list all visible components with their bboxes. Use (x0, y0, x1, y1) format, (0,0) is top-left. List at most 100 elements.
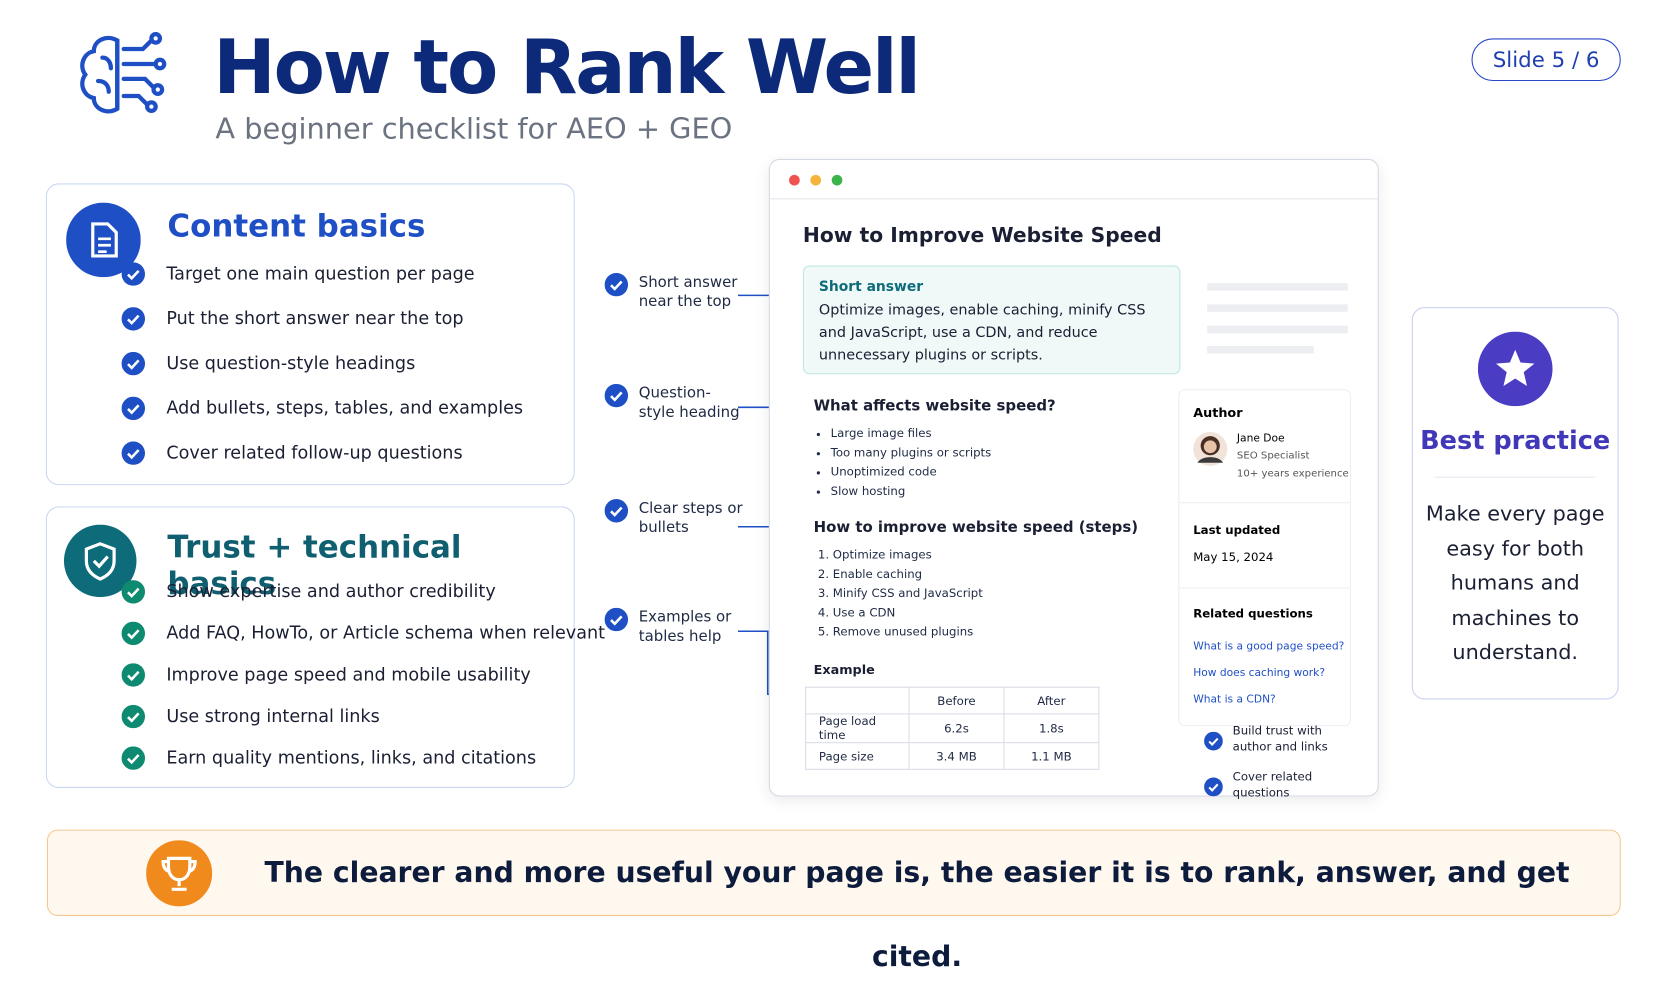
callout-text: Question-style heading (638, 384, 740, 422)
item-text: Improve page speed and mobile usability (166, 664, 531, 685)
related-question: What is a CDN? (1193, 694, 1276, 706)
check-icon (604, 383, 629, 408)
item-text: Earn quality mentions, links, and citati… (166, 747, 537, 768)
item-text: Add bullets, steps, tables, and examples (166, 397, 524, 418)
best-practice-title: Best practice (1420, 425, 1611, 456)
checklist-item: Cover related follow-up questions (121, 441, 463, 465)
check-icon (121, 621, 146, 646)
brain-icon (80, 31, 167, 114)
bullet: Large image files (831, 424, 992, 443)
item-text: Cover related follow-up questions (166, 442, 463, 463)
trophy-icon (146, 840, 213, 907)
note: Cover related questions (1202, 769, 1373, 812)
sidebar: Author Jane Doe SEO Specialist 10+ years… (1178, 389, 1352, 727)
step: Optimize images (833, 546, 983, 565)
table-cell: 1.1 MB (1003, 742, 1100, 770)
star-icon (1477, 331, 1553, 407)
divider (1179, 502, 1350, 504)
related-question: How does caching work? (1193, 667, 1326, 680)
related-label: Related questions (1193, 606, 1313, 621)
item-text: Target one main question per page (166, 263, 475, 284)
table-cell: 1.8s (1003, 713, 1100, 744)
check-icon (121, 262, 146, 286)
item-text: Use strong internal links (166, 705, 380, 727)
checklist-item: Show expertise and author credibility (121, 580, 496, 604)
check-icon (604, 499, 629, 523)
bullet: Unoptimized code (831, 463, 992, 482)
check-icon (121, 351, 146, 376)
content-card: Content basics Target one main question … (45, 183, 575, 486)
table-header: After (1003, 686, 1100, 715)
checklist-item: Add bullets, steps, tables, and examples (121, 396, 524, 421)
steps-list: Optimize imagesEnable cachingMinify CSS … (814, 546, 983, 642)
table-cell: Page load time (805, 713, 910, 744)
related-question: What is a good page speed? (1193, 640, 1345, 653)
check-icon (121, 663, 146, 687)
checklist-item: Use strong internal links (121, 704, 380, 729)
callout: Short answer near the top (604, 272, 808, 337)
note: Build trust with author and links (1202, 723, 1373, 766)
card-title: Content basics (167, 207, 426, 245)
best-practice-card: Best practice Make every page easy for b… (1411, 307, 1619, 700)
check-icon (121, 580, 146, 604)
check-icon (1204, 731, 1223, 751)
browser-bar (769, 160, 1378, 200)
note-text: Cover related questions (1232, 769, 1313, 800)
slide: How to Rank Well A beginner checklist fo… (0, 0, 1672, 940)
check-icon (1204, 777, 1223, 797)
author-label: Author (1193, 405, 1243, 421)
short-answer-text: Optimize images, enable caching, minify … (818, 301, 1146, 364)
short-answer-box: Short answer Optimize images, enable cac… (802, 265, 1181, 375)
footer-text: The clearer and more useful your page is… (264, 856, 1570, 974)
window-dots (789, 174, 843, 186)
check-icon (121, 746, 146, 770)
checklist-item: Put the short answer near the top (121, 307, 464, 331)
divider (1179, 587, 1350, 589)
checklist-item: Improve page speed and mobile usability (121, 663, 531, 687)
short-answer-label: Short answer (818, 279, 924, 296)
trust-card: Trust + technical basics Show expertise … (45, 506, 605, 788)
bullet: Too many plugins or scripts (831, 444, 992, 463)
callout-text: Examples or tables help (638, 608, 732, 646)
section-heading: How to improve website speed (steps) (813, 519, 1139, 537)
step: Minify CSS and JavaScript (833, 584, 983, 603)
step: Remove unused plugins (833, 623, 983, 642)
callout: Question-style heading (604, 383, 808, 448)
article-title: How to Improve Website Speed (802, 223, 1162, 248)
callout: Examples or tables help (604, 607, 808, 672)
table-cell: 6.2s (908, 713, 1005, 744)
shield-icon (63, 524, 137, 598)
check-icon (121, 441, 146, 465)
table-row: Page size 3.4 MB 1.1 MB (805, 742, 1100, 770)
checklist-item: Use question-style headings (121, 351, 415, 376)
author-experience: 10+ years experience (1236, 468, 1349, 480)
bullet: Slow hosting (831, 482, 992, 501)
example-table: Before After Page load time 6.2s 1.8s Page si… (805, 686, 1100, 770)
item-text: Show expertise and author credibility (166, 581, 496, 602)
footer-banner: The clearer and more useful your page is… (46, 829, 1621, 974)
check-icon (121, 396, 146, 421)
checklist-item: Add FAQ, HowTo, or Article schema when r… (121, 621, 606, 646)
table-row: Page load time 6.2s 1.8s (805, 713, 1100, 744)
table-cell: 3.4 MB (908, 742, 1005, 770)
table-cell: Page size (805, 742, 910, 770)
item-text: Add FAQ, HowTo, or Article schema when r… (166, 622, 606, 643)
title: How to Rank Well (213, 23, 921, 111)
callout-text: Clear steps or bullets (638, 500, 743, 537)
checklist-item: Earn quality mentions, links, and citati… (121, 746, 537, 770)
slide-counter: Slide 5 / 6 (1471, 38, 1621, 82)
note-text: Build trust with author and links (1232, 724, 1328, 754)
updated-date: May 15, 2024 (1193, 550, 1274, 565)
doc-icon (66, 202, 141, 278)
best-practice-text: Make every page easy for both humans and… (1425, 501, 1605, 665)
author-name: Jane Doe (1236, 432, 1285, 445)
callouts: Short answer near the top Question-style … (604, 0, 808, 940)
example-label: Example (813, 662, 875, 678)
divider (1435, 476, 1596, 478)
callout-text: Short answer near the top (638, 274, 738, 311)
item-text: Put the short answer near the top (166, 308, 464, 329)
check-icon (121, 307, 146, 331)
callout: Clear steps or bullets (604, 499, 808, 563)
step: Enable caching (833, 565, 983, 584)
page: How to Rank Well A beginner checklist fo… (0, 0, 1672, 941)
